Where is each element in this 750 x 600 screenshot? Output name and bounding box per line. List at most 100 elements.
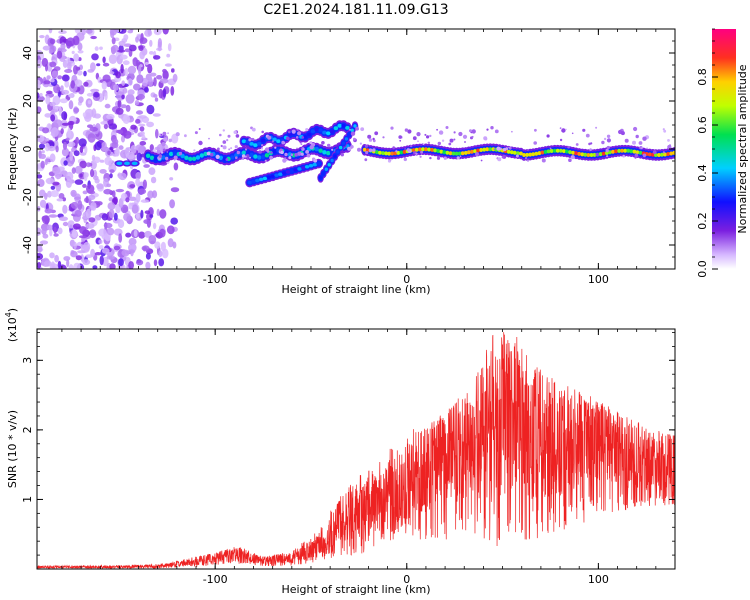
halo-speckle bbox=[667, 139, 670, 142]
noise-blob bbox=[93, 175, 99, 181]
noise-blob bbox=[92, 265, 98, 269]
ridge-core bbox=[341, 124, 346, 128]
halo-speckle bbox=[642, 136, 647, 141]
noise-blob bbox=[141, 134, 146, 140]
noise-blob bbox=[137, 93, 145, 100]
ridge-core bbox=[375, 150, 379, 155]
noise-blob bbox=[83, 171, 88, 182]
noise-blob bbox=[104, 92, 108, 101]
ridge-core bbox=[316, 161, 321, 166]
ridge-core bbox=[571, 150, 575, 155]
ridge-core bbox=[322, 150, 327, 155]
halo-speckle bbox=[261, 130, 265, 134]
halo-speckle bbox=[222, 145, 227, 150]
noise-blob bbox=[45, 158, 50, 162]
noise-blob bbox=[127, 89, 135, 96]
ridge-core bbox=[251, 179, 256, 184]
ridge-core bbox=[390, 151, 395, 156]
halo-speckle bbox=[561, 128, 566, 133]
ridge-core bbox=[522, 153, 526, 157]
ridge-core bbox=[433, 148, 437, 153]
ridge-core bbox=[647, 152, 652, 157]
halo-speckle bbox=[160, 133, 163, 136]
ridge-core bbox=[402, 149, 407, 154]
noise-blob bbox=[85, 208, 92, 219]
halo-speckle bbox=[606, 138, 612, 143]
ridge-core bbox=[611, 149, 615, 154]
noise-blob bbox=[150, 72, 157, 77]
halo-speckle bbox=[297, 128, 299, 131]
noise-blob bbox=[67, 61, 72, 71]
ridge-core bbox=[418, 147, 422, 152]
noise-blob bbox=[79, 173, 83, 178]
noise-blob bbox=[64, 80, 70, 88]
halo-speckle bbox=[652, 150, 657, 155]
halo-speckle bbox=[605, 148, 609, 153]
noise-blob bbox=[91, 108, 97, 119]
noise-blob bbox=[37, 262, 42, 269]
halo-speckle bbox=[173, 155, 178, 160]
ridge-core bbox=[304, 165, 310, 169]
noise-blob bbox=[137, 188, 147, 195]
noise-blob bbox=[108, 123, 117, 130]
noise-blob bbox=[37, 174, 43, 179]
noise-blob bbox=[113, 212, 118, 221]
ridge-core bbox=[638, 150, 643, 155]
noise-blob bbox=[169, 177, 174, 181]
x-tick-label: -100 bbox=[203, 573, 228, 586]
noise-blob bbox=[102, 62, 110, 67]
noise-blob bbox=[138, 115, 147, 119]
noise-blob bbox=[42, 233, 49, 239]
ridge-core bbox=[165, 153, 170, 158]
noise-blob bbox=[148, 235, 157, 245]
noise-blob bbox=[85, 223, 95, 229]
noise-blob bbox=[99, 169, 107, 174]
snr-y-axis-label: SNR (10 * v/v) bbox=[6, 410, 19, 488]
ridge-core bbox=[620, 148, 624, 153]
noise-blob bbox=[89, 229, 97, 239]
noise-blob bbox=[118, 145, 124, 150]
noise-blob bbox=[136, 259, 144, 266]
noise-blob bbox=[88, 194, 96, 200]
ridge-core bbox=[345, 126, 350, 130]
halo-speckle bbox=[417, 140, 419, 142]
noise-blob bbox=[127, 249, 136, 254]
ridge-core bbox=[270, 174, 275, 178]
ridge-core bbox=[314, 146, 319, 152]
noise-blob bbox=[77, 200, 83, 211]
noise-blob bbox=[153, 259, 158, 267]
noise-blob bbox=[122, 60, 130, 66]
noise-blob bbox=[151, 190, 158, 199]
halo-speckle bbox=[313, 158, 318, 163]
noise-blob bbox=[113, 245, 121, 251]
y-tick-label: 1 bbox=[21, 496, 34, 503]
ridge-core bbox=[601, 151, 606, 156]
halo-speckle bbox=[260, 147, 264, 150]
halo-speckle bbox=[163, 137, 168, 142]
halo-speckle bbox=[241, 154, 246, 158]
halo-speckle bbox=[355, 126, 359, 131]
ridge-core bbox=[546, 149, 551, 154]
noise-blob bbox=[60, 128, 64, 135]
halo-speckle bbox=[353, 137, 356, 141]
noise-blob bbox=[53, 226, 57, 234]
noise-blob bbox=[65, 171, 74, 182]
halo-speckle bbox=[281, 140, 285, 145]
halo-speckle bbox=[222, 140, 227, 144]
noise-blob bbox=[170, 217, 178, 225]
ridge-core bbox=[565, 149, 569, 154]
ridge-core bbox=[657, 153, 661, 157]
halo-speckle bbox=[226, 139, 229, 142]
halo-speckle bbox=[399, 139, 402, 142]
noise-blob bbox=[62, 141, 68, 150]
ridge-core bbox=[464, 150, 468, 155]
noise-blob bbox=[91, 154, 96, 161]
noise-blob bbox=[57, 75, 63, 80]
ridge-core bbox=[626, 148, 631, 153]
ridge-core bbox=[329, 129, 335, 134]
halo-speckle bbox=[622, 154, 625, 158]
halo-speckle bbox=[441, 139, 445, 142]
noise-blob bbox=[162, 29, 169, 35]
ridge-core bbox=[479, 148, 483, 152]
noise-blob bbox=[135, 171, 141, 180]
